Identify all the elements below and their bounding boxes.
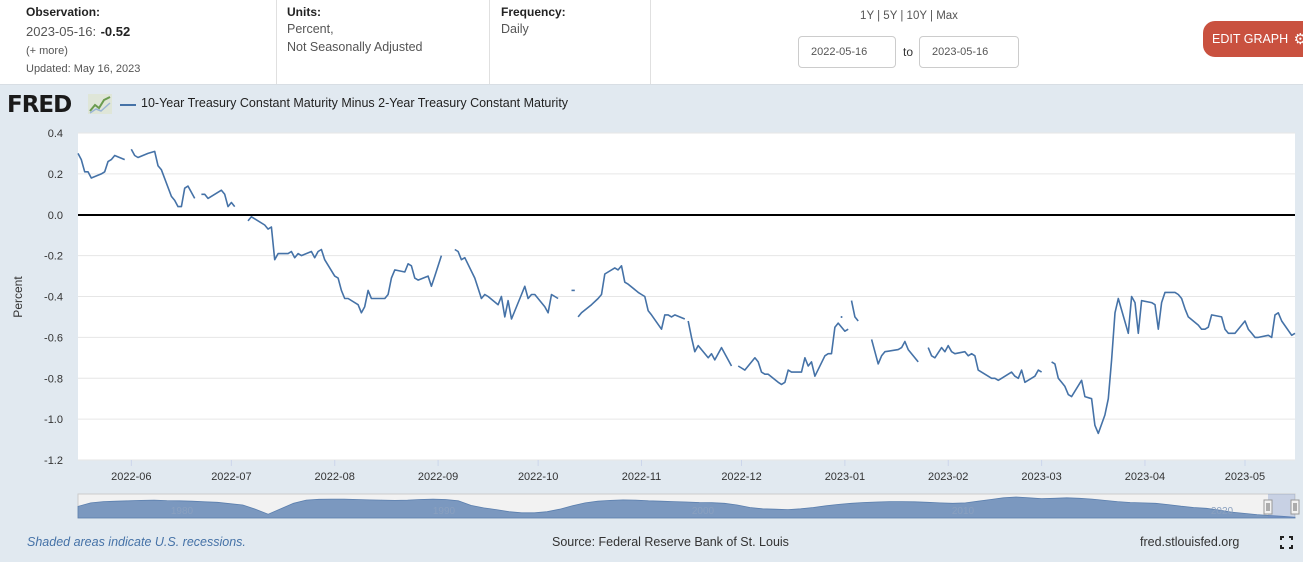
y-tick-label: -0.8 bbox=[44, 373, 63, 385]
observation-value: -0.52 bbox=[100, 24, 131, 39]
range-max-link[interactable]: Max bbox=[936, 10, 958, 22]
grid-lines bbox=[78, 132, 1295, 461]
y-tick-label: 0.2 bbox=[48, 169, 63, 181]
start-date-input[interactable]: 2022-05-16 bbox=[798, 36, 896, 68]
top-bar: Observation: 2023-05-16: -0.52 (+ more) … bbox=[0, 0, 1303, 85]
source-text: Source: Federal Reserve Bank of St. Loui… bbox=[552, 535, 789, 549]
navigator[interactable]: 1980 1990 2000 2010 2020 bbox=[77, 493, 1300, 519]
observation-panel: Observation: 2023-05-16: -0.52 (+ more) … bbox=[0, 0, 277, 84]
fullscreen-icon[interactable] bbox=[1280, 536, 1293, 549]
y-tick-label: 0.4 bbox=[48, 128, 63, 140]
frequency-panel: Frequency: Daily bbox=[490, 0, 651, 84]
x-tick-label: 2023-04 bbox=[1125, 471, 1165, 483]
frequency-label: Frequency: bbox=[501, 5, 566, 19]
frequency-value: Daily bbox=[501, 22, 529, 36]
y-tick-label: -0.4 bbox=[44, 292, 63, 304]
y-tick-label: -0.6 bbox=[44, 332, 63, 344]
y-tick-labels: 0.4 0.2 0.0 -0.2 -0.4 -0.6 -0.8 -1.0 -1.2 bbox=[44, 128, 63, 467]
y-tick-label: -0.2 bbox=[44, 251, 63, 263]
series-line-segment bbox=[77, 153, 126, 179]
chart-area: 0.4 0.2 0.0 -0.2 -0.4 -0.6 -0.8 -1.0 -1.2 2022-0… bbox=[11, 128, 1300, 519]
units-line1: Percent, bbox=[287, 22, 334, 36]
series-line-segment bbox=[577, 264, 686, 331]
navigator-tick-label: 1990 bbox=[433, 506, 456, 517]
x-tick-labels: 2022-06 2022-07 2022-08 2022-09 2022-10 2022-… bbox=[111, 460, 1265, 483]
y-tick-label: 0.0 bbox=[48, 210, 63, 222]
navigator-tick-label: 1980 bbox=[171, 506, 194, 517]
series-lines bbox=[77, 148, 1296, 435]
units-panel: Units: Percent, Not Seasonally Adjusted bbox=[277, 0, 490, 84]
x-tick-label: 2023-03 bbox=[1021, 471, 1061, 483]
y-tick-label: -1.0 bbox=[44, 414, 63, 426]
fred-logo[interactable]: FRED bbox=[7, 92, 72, 118]
series-line-segment bbox=[247, 216, 443, 314]
x-tick-label: 2023-02 bbox=[928, 471, 968, 483]
navigator-handle[interactable] bbox=[1290, 499, 1300, 515]
x-tick-label: 2022-12 bbox=[721, 471, 761, 483]
legend-series-name: 10-Year Treasury Constant Maturity Minus… bbox=[141, 96, 569, 110]
legend-line-swatch bbox=[120, 104, 136, 106]
x-tick-label: 2022-11 bbox=[622, 471, 662, 483]
observation-date: 2023-05-16: bbox=[26, 24, 97, 39]
series-line-segment bbox=[201, 189, 236, 208]
x-tick-label: 2022-08 bbox=[315, 471, 355, 483]
site-link[interactable]: fred.stlouisfed.org bbox=[1140, 535, 1240, 549]
observation-label: Observation: bbox=[26, 5, 101, 19]
navigator-area bbox=[77, 496, 1296, 519]
x-tick-label: 2022-06 bbox=[111, 471, 151, 483]
fred-chart-icon bbox=[88, 94, 112, 114]
series-point bbox=[840, 315, 843, 318]
range-links: 1Y | 5Y | 10Y | Max bbox=[860, 10, 958, 22]
x-tick-label: 2022-10 bbox=[518, 471, 558, 483]
x-tick-label: 2023-05 bbox=[1225, 471, 1265, 483]
gear-icon: ⚙ bbox=[1293, 31, 1303, 48]
edit-graph-button[interactable]: EDIT GRAPH ⚙ bbox=[1203, 21, 1303, 57]
series-line-segment bbox=[130, 148, 196, 208]
to-label: to bbox=[903, 45, 914, 59]
series-line-segment bbox=[1051, 291, 1296, 435]
series-line-segment bbox=[737, 322, 849, 386]
more-link[interactable]: (+ more) bbox=[26, 45, 68, 57]
series-line-segment bbox=[927, 344, 1043, 384]
navigator-tick-label: 2010 bbox=[952, 506, 975, 517]
units-line2: Not Seasonally Adjusted bbox=[287, 40, 423, 54]
x-tick-label: 2022-07 bbox=[211, 471, 251, 483]
units-label: Units: bbox=[287, 5, 321, 19]
navigator-tick-label: 2020 bbox=[1211, 506, 1234, 517]
y-tick-label: -1.2 bbox=[44, 455, 63, 467]
series-line-segment bbox=[870, 339, 919, 365]
series-line-segment bbox=[850, 300, 859, 322]
x-tick-label: 2023-01 bbox=[825, 471, 865, 483]
end-date-input[interactable]: 2023-05-16 bbox=[919, 36, 1019, 68]
updated-text: Updated: May 16, 2023 bbox=[26, 63, 141, 75]
navigator-handle[interactable] bbox=[1263, 499, 1273, 515]
y-axis-label: Percent bbox=[11, 276, 25, 318]
navigator-tick-label: 2000 bbox=[692, 506, 715, 517]
range-10y-link[interactable]: 10Y bbox=[906, 10, 927, 22]
series-line-segment bbox=[454, 248, 559, 320]
recession-note: Shaded areas indicate U.S. recessions. bbox=[27, 535, 246, 549]
x-tick-label: 2022-09 bbox=[418, 471, 458, 483]
range-5y-link[interactable]: 5Y bbox=[883, 10, 898, 22]
edit-graph-label: EDIT GRAPH bbox=[1212, 32, 1289, 46]
series-line-segment bbox=[687, 320, 733, 367]
range-1y-link[interactable]: 1Y bbox=[860, 10, 874, 22]
